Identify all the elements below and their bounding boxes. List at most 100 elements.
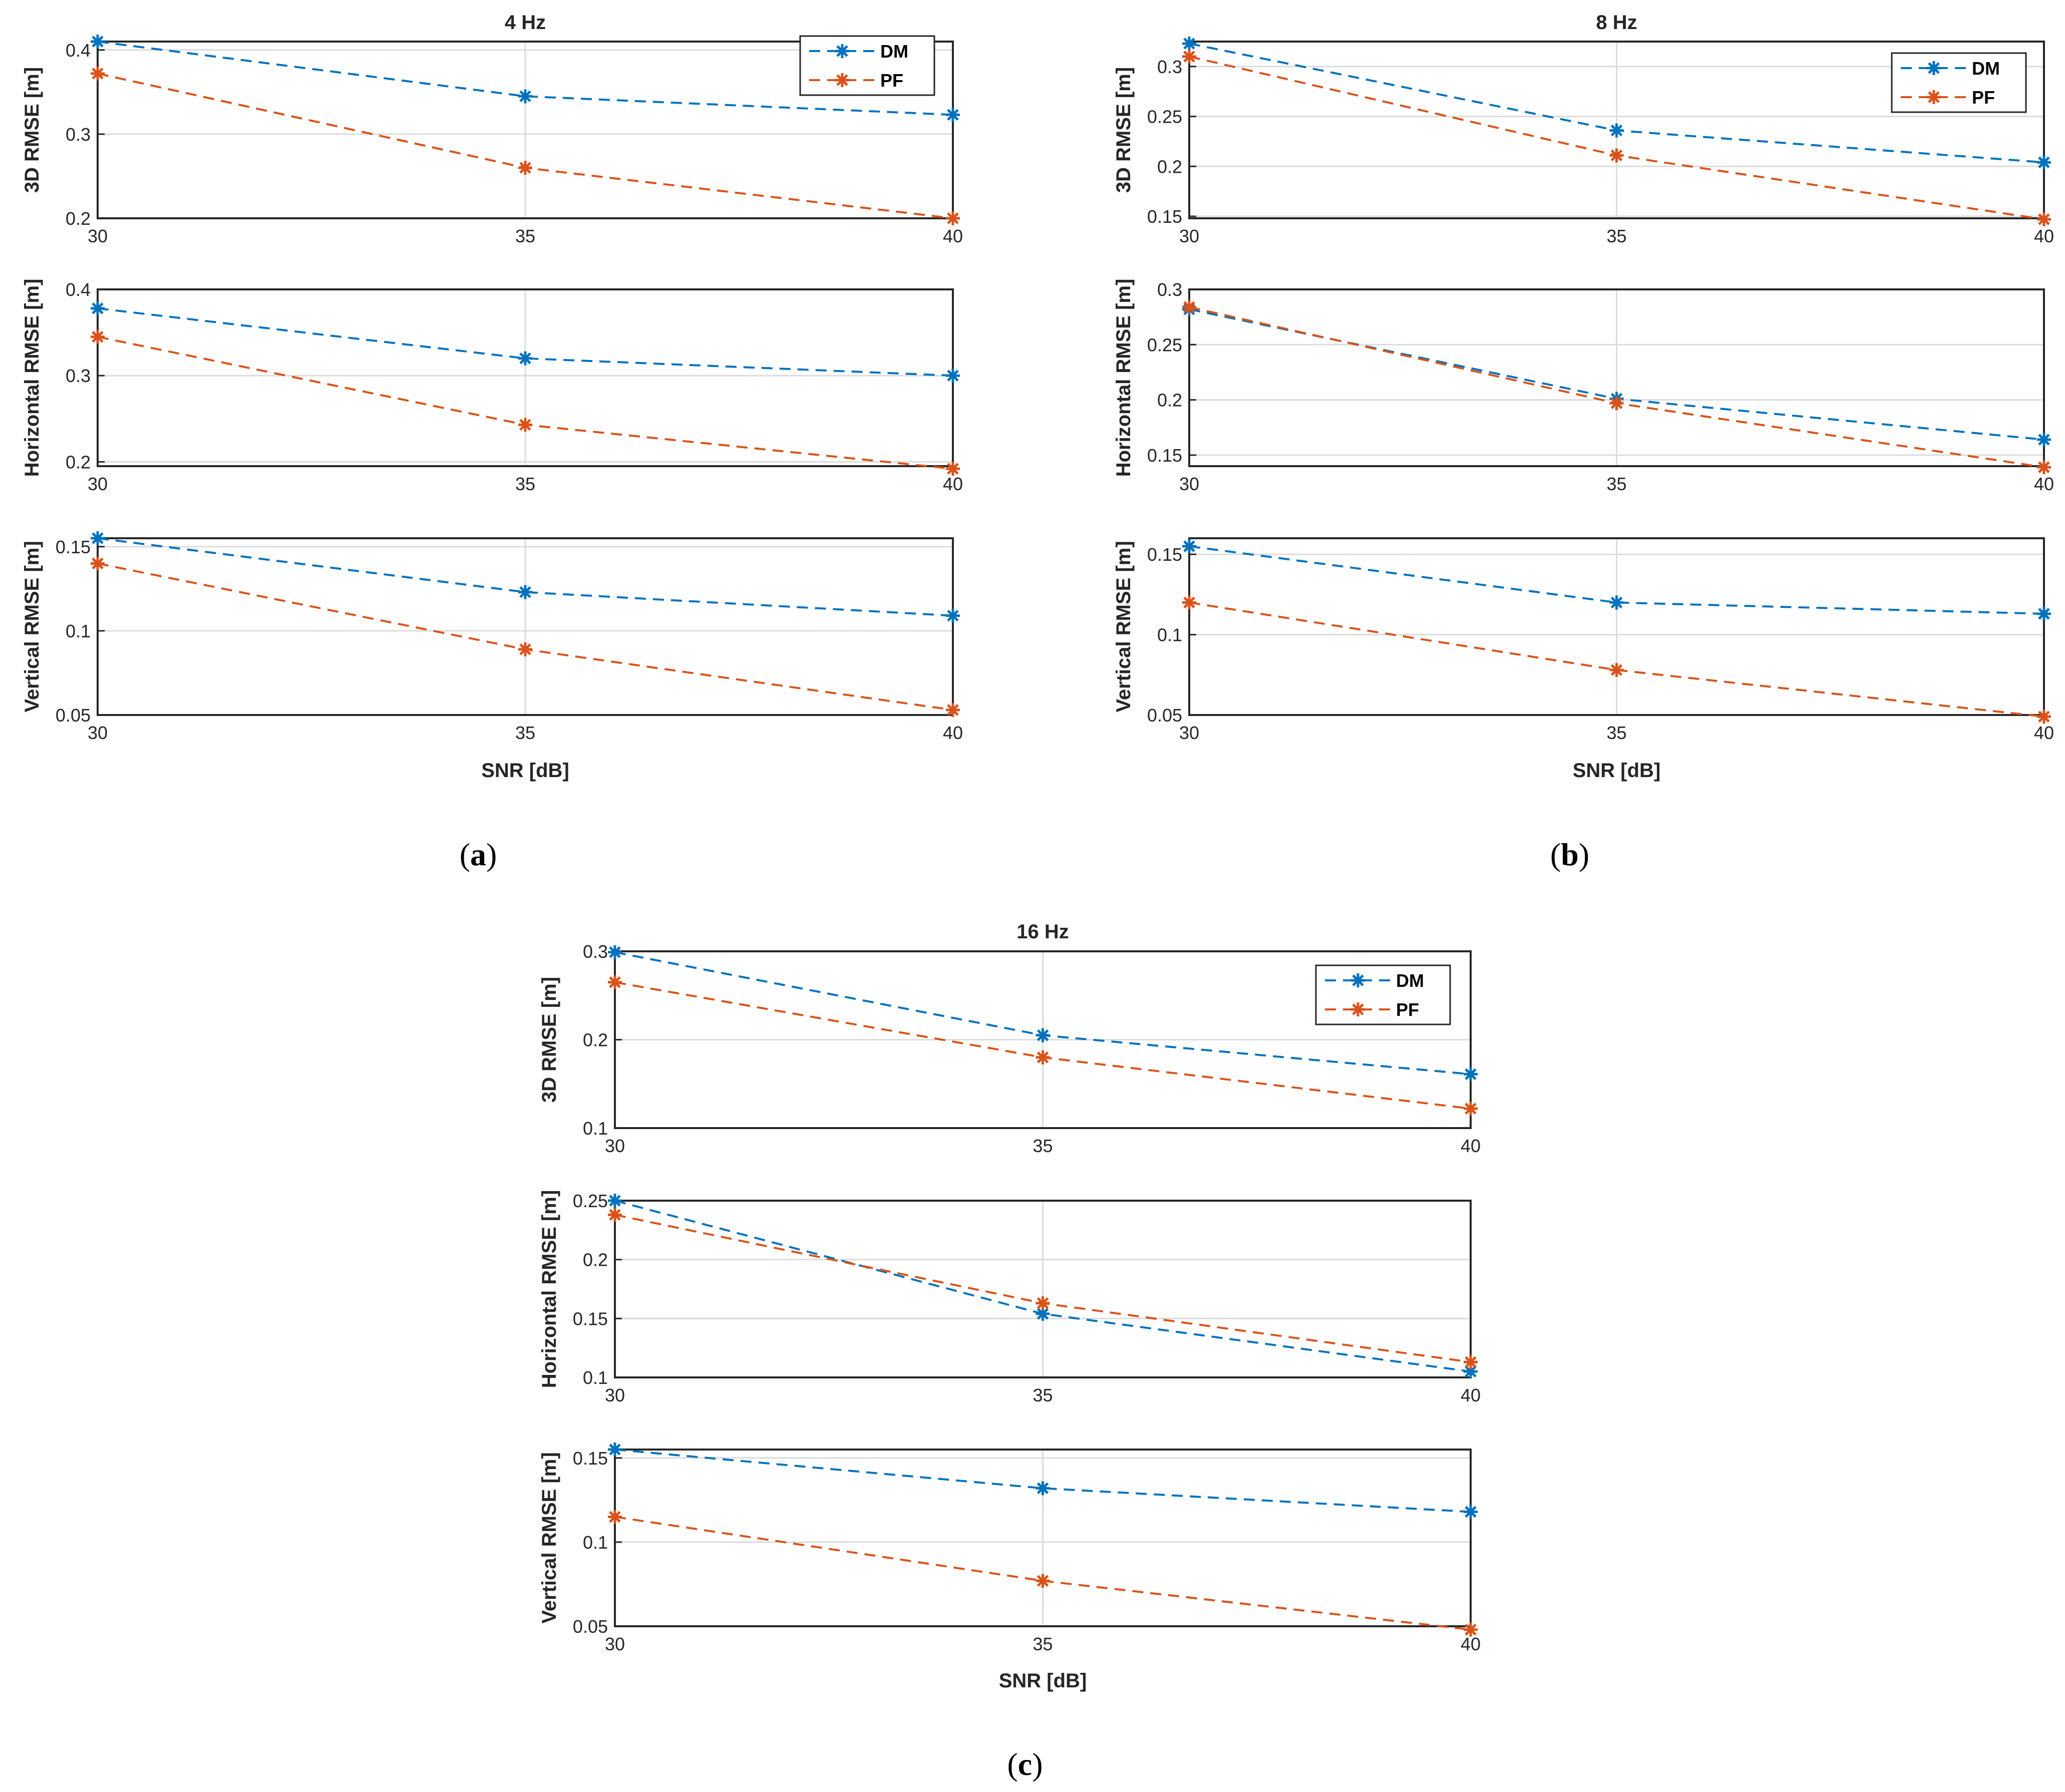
marker-pf — [1036, 1574, 1050, 1588]
legend: DM PF — [1315, 964, 1451, 1025]
y-tick-label: 0.15 — [573, 1448, 608, 1469]
x-tick-label: 40 — [943, 226, 963, 246]
subplot-1: 0.1 0.2 0.3 30 35 40 3D RMSE [m] — [538, 941, 1481, 1156]
x-axis-label: SNR [dB] — [1573, 760, 1661, 782]
y-tick-label: 0.2 — [1157, 390, 1182, 411]
chart-title: 16 Hz — [1016, 921, 1069, 943]
marker-dm — [1609, 595, 1624, 610]
marker-pf — [518, 161, 532, 175]
legend-box — [1891, 52, 2027, 113]
axes-box — [97, 537, 954, 716]
y-tick-label: 0.25 — [1147, 334, 1182, 355]
legend: DM PF — [1891, 52, 2027, 113]
x-tick-label: 40 — [1461, 1136, 1481, 1156]
x-tick-label: 35 — [1606, 474, 1626, 494]
marker-dm — [1036, 1481, 1050, 1496]
axes-box — [614, 1449, 1472, 1627]
chart-title: 4 Hz — [505, 12, 546, 34]
y-axis-label: Horizontal RMSE [m] — [538, 1190, 560, 1388]
marker-pf — [1609, 663, 1624, 677]
panel-label: (c) — [1007, 1746, 1043, 1782]
y-tick-label: 0.1 — [66, 621, 91, 641]
y-axis-label: Vertical RMSE [m] — [538, 1452, 560, 1623]
marker-pf — [518, 642, 532, 656]
y-tick-label: 0.3 — [583, 941, 608, 962]
panel-label: (a) — [460, 837, 497, 872]
y-axis-label: Horizontal RMSE [m] — [21, 279, 43, 477]
x-tick-label: 35 — [1032, 1385, 1053, 1405]
axes-box — [1188, 537, 2045, 716]
marker-dm — [518, 89, 532, 104]
legend-marker-pf — [835, 73, 849, 87]
panel-label: (b) — [1550, 837, 1589, 872]
marker-pf — [2037, 212, 2051, 226]
marker-pf — [1182, 595, 1196, 610]
marker-pf — [1036, 1296, 1050, 1310]
y-tick-label: 0.2 — [583, 1250, 608, 1270]
x-tick-label: 35 — [515, 226, 535, 246]
marker-dm — [1036, 1028, 1050, 1042]
marker-pf — [946, 462, 960, 476]
y-tick-label: 0.2 — [583, 1030, 608, 1050]
x-tick-label: 35 — [515, 474, 535, 494]
x-tick-label: 35 — [1606, 226, 1626, 246]
x-tick-label: 35 — [515, 723, 535, 743]
y-tick-label: 0.4 — [66, 40, 91, 61]
marker-dm — [91, 35, 105, 49]
marker-pf — [1182, 300, 1196, 314]
marker-pf — [946, 702, 960, 717]
y-tick-label: 0.3 — [66, 366, 91, 386]
y-axis-label: Vertical RMSE [m] — [1113, 541, 1135, 712]
x-tick-label: 30 — [1179, 723, 1199, 743]
marker-dm — [608, 1443, 622, 1457]
y-tick-label: 0.1 — [583, 1118, 608, 1139]
subplot-2: 0.1 0.15 0.2 0.25 30 35 40 Horizontal RMSE [m] — [538, 1190, 1481, 1405]
marker-pf — [1036, 1050, 1050, 1064]
legend-label: PF — [880, 70, 903, 91]
marker-pf — [608, 1510, 622, 1524]
marker-dm — [1464, 1505, 1478, 1519]
marker-pf — [1609, 148, 1624, 163]
legend-label: DM — [1396, 970, 1424, 991]
legend-label: PF — [1396, 999, 1419, 1020]
x-tick-label: 30 — [1179, 474, 1199, 494]
x-tick-label: 30 — [88, 474, 108, 494]
marker-dm — [91, 531, 105, 545]
y-tick-label: 0.25 — [573, 1191, 608, 1211]
legend-marker-dm — [1351, 973, 1365, 987]
x-tick-label: 40 — [1461, 1634, 1481, 1654]
y-tick-label: 0.05 — [56, 705, 91, 726]
marker-pf — [608, 975, 622, 989]
marker-pf — [1464, 1102, 1478, 1116]
x-tick-label: 30 — [605, 1634, 625, 1654]
x-tick-label: 35 — [1032, 1136, 1053, 1156]
x-axis-label: SNR [dB] — [999, 1670, 1087, 1692]
legend-marker-dm — [1927, 61, 1941, 75]
chart-panel-a: 4 Hz 0.2 0.3 0.4 30 35 40 3D RMSE [m] 0.2 0.3 0.4 3… — [21, 12, 963, 872]
marker-pf — [2037, 709, 2051, 724]
marker-pf — [91, 556, 105, 571]
marker-dm — [1036, 1306, 1050, 1321]
subplot-1: 0.15 0.2 0.25 0.3 30 35 40 3D RMSE [m] — [1113, 36, 2054, 246]
y-axis-label: 3D RMSE [m] — [1113, 67, 1135, 193]
subplot-2: 0.15 0.2 0.25 0.3 30 35 40 Horizontal RMSE [m] — [1113, 279, 2054, 494]
marker-dm — [2037, 155, 2051, 170]
x-tick-label: 40 — [1461, 1385, 1481, 1405]
axes-box — [97, 41, 954, 219]
subplot-2: 0.2 0.3 0.4 30 35 40 Horizontal RMSE [m] — [21, 279, 963, 494]
legend-marker-pf — [1927, 90, 1941, 104]
legend-label: DM — [1972, 58, 2000, 79]
marker-dm — [1182, 36, 1196, 51]
x-tick-label: 40 — [943, 474, 963, 494]
y-tick-label: 0.3 — [66, 124, 91, 145]
x-tick-label: 30 — [605, 1385, 625, 1405]
legend-box — [799, 35, 935, 96]
subplot-1: 0.2 0.3 0.4 30 35 40 3D RMSE [m] — [21, 35, 963, 246]
y-tick-label: 0.3 — [1157, 279, 1182, 300]
axes-box — [1188, 288, 2045, 467]
legend-label: DM — [880, 41, 908, 62]
marker-dm — [518, 351, 532, 366]
x-tick-label: 40 — [2034, 226, 2054, 246]
